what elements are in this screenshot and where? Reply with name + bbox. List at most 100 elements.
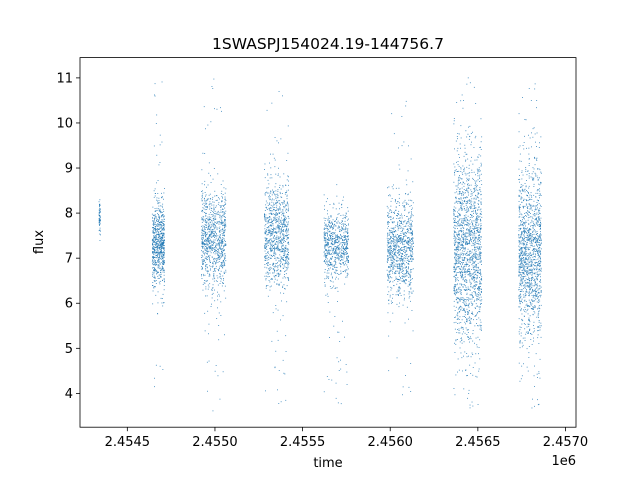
data-point: [202, 190, 203, 192]
data-point: [278, 219, 280, 220]
data-point: [219, 214, 221, 216]
data-point: [326, 255, 327, 257]
data-point: [324, 278, 326, 280]
data-point: [461, 276, 463, 278]
data-point: [153, 277, 155, 278]
data-point: [217, 251, 219, 253]
data-point: [389, 270, 391, 272]
data-point: [204, 153, 206, 154]
data-point: [324, 269, 326, 270]
data-point: [460, 207, 462, 209]
data-point: [217, 222, 218, 224]
data-point: [466, 166, 468, 168]
data-point: [324, 261, 326, 263]
data-point: [344, 336, 345, 338]
data-point: [463, 220, 465, 222]
data-point: [221, 110, 222, 112]
data-point: [475, 249, 477, 250]
data-point: [453, 267, 455, 269]
data-point: [205, 269, 207, 271]
data-point: [409, 273, 411, 275]
data-point: [390, 252, 391, 254]
data-point: [286, 254, 288, 256]
data-point: [272, 312, 274, 314]
data-point: [224, 219, 225, 221]
data-point: [468, 233, 470, 235]
data-point: [267, 265, 269, 266]
data-point: [398, 251, 400, 253]
data-point: [163, 240, 165, 241]
data-point: [209, 237, 211, 239]
data-point: [472, 287, 474, 289]
data-point: [219, 258, 221, 260]
data-point: [478, 299, 479, 300]
data-point: [335, 234, 337, 236]
data-point: [332, 268, 334, 270]
data-point: [267, 234, 269, 236]
data-point: [281, 239, 283, 241]
data-point: [277, 231, 279, 233]
data-point: [278, 370, 280, 371]
data-point: [460, 137, 462, 139]
data-point: [159, 244, 161, 246]
data-point: [155, 210, 157, 212]
data-point: [405, 279, 406, 280]
data-point: [276, 238, 278, 240]
data-point: [462, 279, 464, 281]
data-point: [288, 252, 289, 253]
data-point: [334, 225, 336, 227]
data-point: [410, 239, 412, 240]
data-point: [474, 185, 476, 187]
data-point: [412, 237, 413, 239]
data-point: [462, 107, 464, 109]
data-point: [459, 257, 461, 259]
data-point: [163, 228, 165, 229]
data-point: [387, 227, 389, 229]
data-point: [463, 208, 465, 210]
data-point: [335, 240, 336, 242]
data-point: [347, 235, 349, 236]
data-point: [394, 248, 396, 250]
data-point: [212, 233, 214, 235]
data-point: [284, 288, 286, 290]
data-point: [337, 301, 338, 302]
data-point: [342, 218, 344, 219]
data-point: [393, 258, 394, 260]
data-point: [454, 276, 455, 278]
data-point: [161, 253, 163, 254]
data-point: [411, 269, 413, 270]
data-point: [476, 227, 478, 229]
data-point: [225, 243, 227, 245]
data-point: [348, 218, 349, 220]
data-point: [202, 229, 204, 231]
data-point: [400, 239, 402, 241]
data-point: [156, 270, 158, 272]
data-point: [206, 234, 208, 235]
data-point: [218, 259, 220, 260]
data-point: [276, 279, 278, 281]
data-point: [154, 267, 155, 269]
data-point: [161, 196, 162, 198]
data-point: [402, 262, 404, 264]
data-point: [474, 226, 476, 227]
data-point: [391, 302, 392, 304]
data-point: [406, 249, 408, 251]
data-point: [388, 252, 390, 254]
data-point: [224, 264, 226, 266]
data-point: [397, 252, 399, 254]
data-point: [408, 222, 410, 224]
data-point: [202, 233, 204, 234]
data-point: [220, 256, 222, 258]
data-point: [329, 220, 331, 222]
data-point: [222, 197, 223, 199]
data-point: [162, 206, 163, 208]
data-point: [280, 239, 281, 241]
data-point: [266, 246, 267, 248]
data-point: [464, 273, 466, 275]
data-point: [153, 220, 155, 222]
data-point: [153, 269, 155, 271]
data-point: [162, 258, 164, 260]
data-point: [282, 225, 284, 227]
data-point: [406, 271, 408, 273]
data-point: [273, 255, 275, 256]
